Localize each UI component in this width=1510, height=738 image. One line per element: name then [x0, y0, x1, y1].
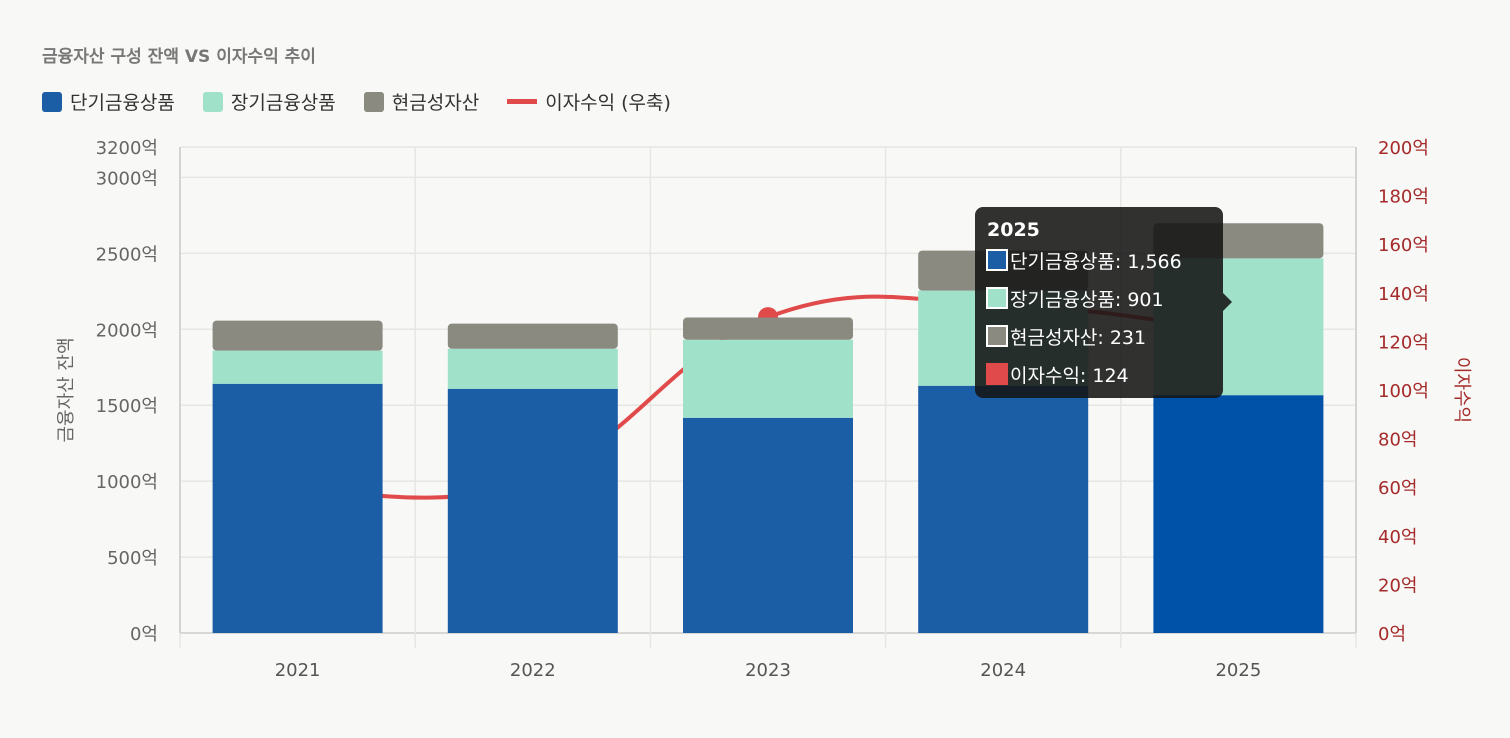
- x-tick-label: 2024: [980, 660, 1026, 681]
- tooltip-swatch: [986, 363, 1008, 385]
- legend-item-short-term[interactable]: 단기금융상품: [42, 88, 175, 115]
- legend-swatch: [363, 91, 384, 112]
- legend-label: 현금성자산: [391, 92, 480, 114]
- legend-label: 이자수익 (우축): [545, 92, 671, 114]
- tooltip-label: 장기금융상품: 901: [1010, 288, 1164, 311]
- tooltip-swatch: [986, 325, 1008, 347]
- y2-tick-label: 200억: [1378, 138, 1429, 159]
- chart-title: 금융자산 구성 잔액 VS 이자수익 추이: [42, 47, 316, 67]
- legend-swatch: [42, 91, 62, 112]
- bar-long-term[interactable]: [212, 350, 383, 384]
- bar-short-term[interactable]: [683, 417, 853, 633]
- y2-tick-label: 120억: [1378, 332, 1429, 353]
- legend-line: [507, 99, 538, 104]
- bar-cash[interactable]: [683, 317, 853, 340]
- y-tick-label: 1500억: [96, 396, 158, 417]
- y-tick-label: 500억: [107, 548, 158, 569]
- legend-item-cash[interactable]: 현금성자산: [363, 88, 480, 115]
- y2-tick-label: 140억: [1378, 284, 1429, 305]
- y-axis-title: 금융자산 잔액: [56, 337, 77, 442]
- legend-label: 장기금융상품: [230, 92, 336, 114]
- bar-short-term[interactable]: [918, 385, 1089, 633]
- tooltip-row: 단기금융상품: 1,566: [986, 247, 1223, 273]
- legend-swatch: [202, 91, 223, 112]
- tooltip: 2025 단기금융상품: 1,566 장기금융상품: 901 현금성자산: 23…: [975, 207, 1232, 398]
- y2-tick-label: 40억: [1378, 527, 1417, 548]
- legend-label: 단기금융상품: [70, 92, 175, 114]
- bar-short-term[interactable]: [212, 383, 383, 633]
- bar-short-term[interactable]: [1153, 395, 1324, 633]
- tooltip-label: 단기금융상품: 1,566: [1010, 250, 1182, 273]
- tooltip-row: 현금성자산: 231: [986, 323, 1223, 349]
- tooltip-swatch: [986, 287, 1008, 309]
- y2-tick-label: 160억: [1378, 235, 1429, 256]
- bar-short-term[interactable]: [447, 388, 618, 633]
- y-tick-label: 3200억: [96, 138, 158, 159]
- tooltip-title: 2025: [987, 219, 1040, 241]
- y2-axis-title: 이자수익: [1451, 357, 1472, 423]
- bar-cash[interactable]: [447, 323, 618, 349]
- y2-tick-label: 180억: [1378, 187, 1429, 208]
- y-tick-label: 2000억: [96, 320, 158, 341]
- bar-long-term[interactable]: [447, 348, 618, 389]
- bar-long-term[interactable]: [683, 339, 853, 418]
- tooltip-swatch: [986, 249, 1008, 271]
- y2-tick-label: 20억: [1378, 575, 1417, 596]
- tooltip-arrow: [1223, 293, 1232, 311]
- legend-item-interest[interactable]: 이자수익 (우축): [507, 88, 671, 115]
- x-tick-label: 2022: [510, 660, 556, 681]
- legend: 단기금융상품 장기금융상품 현금성자산 이자수익 (우축): [42, 88, 671, 115]
- y2-tick-label: 60억: [1378, 478, 1417, 499]
- tooltip-row: 이자수익: 124: [986, 361, 1223, 387]
- x-tick-label: 2021: [275, 660, 321, 681]
- tooltip-row: 장기금융상품: 901: [986, 285, 1223, 311]
- x-tick-label: 2025: [1215, 660, 1261, 681]
- y-tick-label: 0억: [130, 624, 158, 645]
- x-tick-label: 2023: [745, 660, 791, 681]
- y2-tick-label: 0억: [1378, 624, 1406, 645]
- y-tick-label: 2500억: [96, 244, 158, 265]
- y2-tick-label: 80억: [1378, 430, 1417, 451]
- tooltip-label: 이자수익: 124: [1010, 364, 1129, 387]
- legend-item-long-term[interactable]: 장기금융상품: [202, 88, 336, 115]
- y-tick-label: 1000억: [96, 472, 158, 493]
- y2-tick-label: 100억: [1378, 381, 1429, 402]
- bar-cash[interactable]: [212, 320, 383, 351]
- y-tick-label: 3000억: [96, 168, 158, 189]
- tooltip-label: 현금성자산: 231: [1010, 326, 1147, 349]
